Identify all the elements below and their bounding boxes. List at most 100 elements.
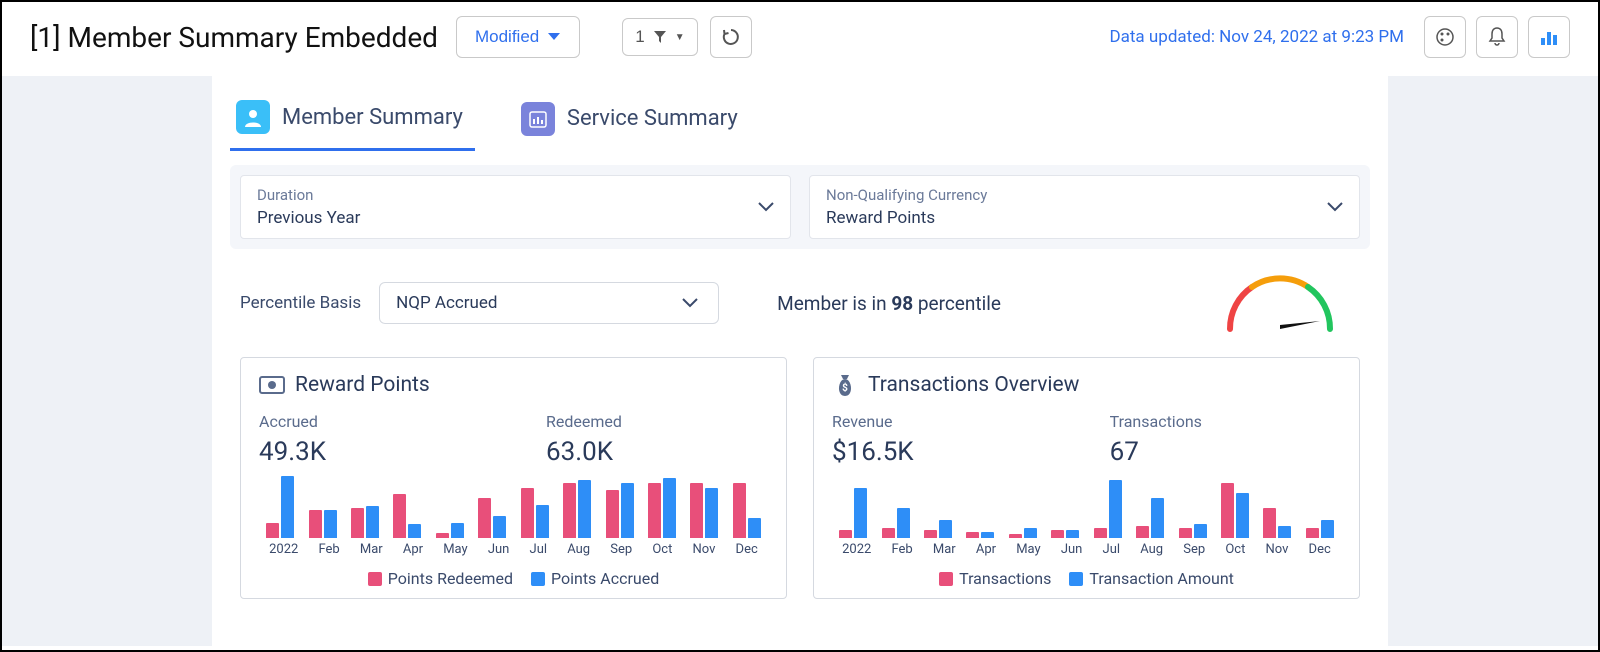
metric: Transactions 67 xyxy=(1110,412,1202,467)
reward-legend: Points Redeemed Points Accrued xyxy=(259,569,768,588)
currency-filter[interactable]: Non-Qualifying Currency Reward Points xyxy=(809,175,1360,239)
x-tick: Oct xyxy=(652,542,672,557)
percentile-basis-value: NQP Accrued xyxy=(396,293,497,313)
legend-swatch xyxy=(531,572,545,586)
metric-label: Revenue xyxy=(832,412,914,431)
x-tick: Sep xyxy=(1183,542,1205,557)
bar xyxy=(1221,483,1234,538)
legend-label: Transaction Amount xyxy=(1089,569,1233,588)
reward-metrics: Accrued49.3KRedeemed63.0K xyxy=(259,412,768,467)
duration-filter[interactable]: Duration Previous Year xyxy=(240,175,791,239)
bar xyxy=(924,530,937,538)
chevron-down-icon xyxy=(547,32,561,42)
percentile-value: 98 xyxy=(891,292,913,315)
funnel-icon xyxy=(653,30,667,44)
card-title: Transactions Overview xyxy=(868,373,1079,397)
svg-text:$: $ xyxy=(842,381,848,394)
x-tick: Jul xyxy=(530,542,548,557)
bar xyxy=(1278,526,1291,538)
bar-group xyxy=(728,483,766,538)
transactions-chart: 2022FebMarAprMayJunJulAugSepOctNovDec xyxy=(832,473,1341,563)
status-dropdown[interactable]: Modified xyxy=(456,16,580,58)
bar xyxy=(1094,528,1107,538)
data-updated-text: Data updated: Nov 24, 2022 at 9:23 PM xyxy=(1109,27,1404,47)
bar-group xyxy=(961,532,999,538)
legend-item: Points Redeemed xyxy=(368,569,513,588)
bar xyxy=(1194,524,1207,538)
reward-chart: 2022FebMarAprMayJunJulAugSepOctNovDec xyxy=(259,473,768,563)
bar xyxy=(882,528,895,538)
bar xyxy=(966,532,979,538)
topbar: [1] Member Summary Embedded Modified 1 ▼… xyxy=(2,2,1598,76)
bar-group xyxy=(431,523,469,538)
notifications-button[interactable] xyxy=(1476,16,1518,58)
bar xyxy=(366,506,379,538)
metric-value: $16.5K xyxy=(832,437,914,467)
bar-group xyxy=(261,476,299,538)
tab-label: Member Summary xyxy=(282,105,463,130)
metric: Revenue $16.5K xyxy=(832,412,914,467)
x-tick: 2022 xyxy=(269,542,298,557)
bar-group xyxy=(876,508,914,538)
page-title: [1] Member Summary Embedded xyxy=(30,21,438,54)
tab-member-summary[interactable]: Member Summary xyxy=(230,94,475,151)
reward-points-card: Reward Points Accrued49.3KRedeemed63.0K … xyxy=(240,357,787,599)
percentile-basis-select[interactable]: NQP Accrued xyxy=(379,282,719,324)
bar-group xyxy=(1131,498,1169,538)
metric-label: Accrued xyxy=(259,412,326,431)
bar-group xyxy=(1089,480,1127,538)
bar xyxy=(1321,520,1334,538)
filter-label: Duration xyxy=(257,186,360,204)
bar xyxy=(1306,528,1319,538)
x-tick: Feb xyxy=(891,542,912,557)
x-tick: Apr xyxy=(403,542,423,557)
percentile-prefix: Member is in xyxy=(777,292,891,315)
bar xyxy=(281,476,294,538)
filter-value: Previous Year xyxy=(257,208,360,228)
tab-label: Service Summary xyxy=(567,106,738,131)
chevron-down-icon xyxy=(682,298,698,308)
metric-value: 63.0K xyxy=(546,437,622,467)
bar xyxy=(351,508,364,538)
x-tick: Oct xyxy=(1225,542,1245,557)
x-tick: Nov xyxy=(693,542,716,557)
bar xyxy=(1009,534,1022,538)
status-label: Modified xyxy=(475,27,539,47)
tab-service-summary[interactable]: Service Summary xyxy=(515,94,750,151)
analytics-button[interactable] xyxy=(1528,16,1570,58)
bar xyxy=(839,530,852,538)
x-tick: Feb xyxy=(318,542,339,557)
bar xyxy=(1151,498,1164,538)
charts-row: Reward Points Accrued49.3KRedeemed63.0K … xyxy=(212,347,1388,599)
metric-label: Transactions xyxy=(1110,412,1202,431)
legend-label: Points Redeemed xyxy=(388,569,513,588)
x-tick: Aug xyxy=(567,542,590,557)
palette-button[interactable] xyxy=(1424,16,1466,58)
metric-value: 67 xyxy=(1110,437,1202,467)
metric-value: 49.3K xyxy=(259,437,326,467)
legend-swatch xyxy=(368,572,382,586)
bar xyxy=(478,498,491,538)
x-tick: Nov xyxy=(1266,542,1289,557)
percentile-suffix: percentile xyxy=(913,292,1001,315)
bar xyxy=(1236,493,1249,538)
bar-group xyxy=(1216,483,1254,538)
bar-group xyxy=(388,494,426,538)
filter-count-button[interactable]: 1 ▼ xyxy=(622,18,697,56)
percentile-row: Percentile Basis NQP Accrued Member is i… xyxy=(212,263,1388,347)
bar-group xyxy=(1004,528,1042,538)
filters-row: Duration Previous Year Non-Qualifying Cu… xyxy=(230,165,1370,249)
metric: Accrued 49.3K xyxy=(259,412,326,467)
refresh-button[interactable] xyxy=(710,16,752,58)
legend-item: Points Accrued xyxy=(531,569,659,588)
bar xyxy=(436,533,449,538)
x-tick: Dec xyxy=(1309,542,1331,557)
bar-group xyxy=(685,483,723,538)
legend-label: Transactions xyxy=(959,569,1051,588)
bar xyxy=(748,518,761,538)
content-background: Member Summary Service Summary Duration … xyxy=(2,76,1598,646)
percentile-sentence: Member is in 98 percentile xyxy=(777,292,1001,315)
bar-group xyxy=(346,506,384,538)
bar-group xyxy=(558,480,596,538)
bar xyxy=(563,483,576,538)
